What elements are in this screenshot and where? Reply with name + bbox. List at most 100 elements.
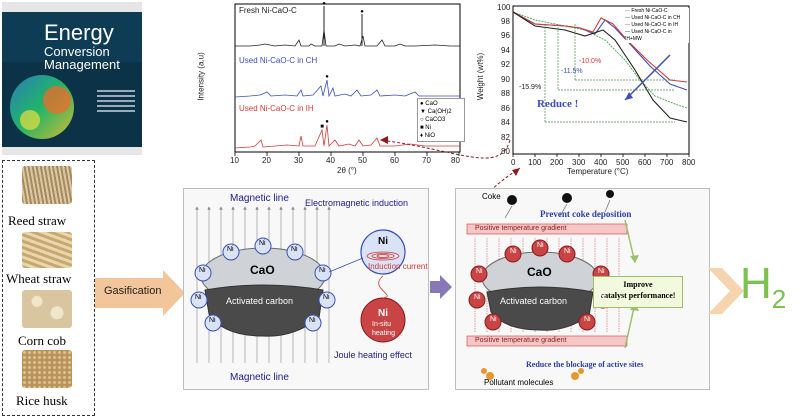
xrd-legend-ni: Ni xyxy=(425,125,431,131)
tga-xtick-0: 0 xyxy=(511,158,516,167)
tga-ytick-86: 86 xyxy=(501,104,510,113)
tga-series-ih xyxy=(512,11,688,83)
gradient-bottom-label: Positive temperature gradient xyxy=(475,337,567,344)
gradient-top-label: Positive temperature gradient xyxy=(475,225,567,232)
mech-left-activated-carbon: Activated carbon xyxy=(226,296,294,306)
joule-ni-label: Ni xyxy=(378,308,388,319)
tga-xtick-100: 100 xyxy=(528,158,542,167)
tga-ytick-88: 88 xyxy=(501,89,510,98)
mech-right-cao: CaO xyxy=(527,265,552,279)
tga-legend-fresh: Fresh Ni-CaO-C xyxy=(631,8,668,14)
journal-title-line1: Energy xyxy=(44,20,114,45)
pollutant-label: Pollutant molecules xyxy=(484,378,554,387)
xrd-legend-caco3: CaCO3 xyxy=(425,117,446,123)
in-situ-label-1: In-situ xyxy=(372,321,392,328)
ni-left-8: Ni xyxy=(209,317,216,324)
coke-label: Coke xyxy=(482,192,501,201)
tga-annotation-10: -10.0% xyxy=(579,58,602,65)
electromagnetic-induction-label: Electromagnetic induction xyxy=(305,198,409,208)
tga-annotation-15-9: -15.9% xyxy=(519,84,542,91)
tga-ytick-96: 96 xyxy=(501,31,510,40)
feedstock-reed-image xyxy=(22,166,72,204)
ni-left-4: Ni xyxy=(199,267,206,274)
xrd-series-label-ih: Used Ni-CaO-C in IH xyxy=(239,104,314,113)
svg-text:■: ■ xyxy=(320,124,324,130)
tga-xtick-700: 700 xyxy=(660,158,674,167)
process-arrow xyxy=(430,275,452,299)
ni-left-1: Ni xyxy=(227,246,234,253)
svg-text:●: ● xyxy=(322,1,326,7)
journal-title-line3: Management xyxy=(44,57,120,72)
xrd-series-fresh xyxy=(235,29,460,47)
ni-right-5: Ni xyxy=(598,268,605,275)
feedstock-rice-image xyxy=(22,350,72,388)
tga-xtick-800: 800 xyxy=(682,158,696,167)
xrd-xlabel: 2θ (°) xyxy=(337,166,357,175)
tga-xlabel: Temperature (°C) xyxy=(567,167,629,176)
xrd-xtick-10: 10 xyxy=(230,156,239,165)
magnetic-line-bottom: Magnetic line xyxy=(230,372,289,383)
mech-left-cao: CaO xyxy=(250,263,275,277)
ni-right-9: Ni xyxy=(584,316,591,323)
tga-annotation-11-5: -11.5% xyxy=(561,68,583,75)
tga-ytick-98: 98 xyxy=(501,17,510,26)
ni-right-2: Ni xyxy=(537,242,544,249)
tga-ytick-80: 80 xyxy=(501,147,510,156)
feedstock-label-corn: Corn cob xyxy=(18,333,67,348)
improve-line1: Improve xyxy=(623,280,653,289)
improve-line2: catalyst performance! xyxy=(600,291,676,300)
svg-text:●: ● xyxy=(360,9,364,15)
xrd-legend-caoh2: Ca(OH)2 xyxy=(427,109,452,115)
svg-text:●: ● xyxy=(325,74,329,80)
h2-product-label: H2 xyxy=(740,262,786,321)
xrd-legend-nio: NiO xyxy=(424,133,436,139)
mech-right-activated-carbon: Activated carbon xyxy=(500,296,568,306)
mech-left-ni-zoom: Ni xyxy=(378,236,388,247)
xrd-xtick-40: 40 xyxy=(326,156,335,165)
reduce-blockage-label: Reduce the blockage of active sites xyxy=(526,360,644,369)
journal-title-line2: Conversion xyxy=(44,44,110,59)
feedstock-corn-image xyxy=(22,290,72,328)
xrd-xtick-70: 70 xyxy=(422,156,431,165)
feedstock-label-reed: Reed straw xyxy=(8,213,67,228)
tga-reduce-label: Reduce ! xyxy=(537,98,579,110)
svg-text:●: ● xyxy=(325,119,329,125)
ni-left-3: Ni xyxy=(291,246,298,253)
ni-right-3: Ni xyxy=(564,248,571,255)
tga-legend-ch: Used Ni-CaO-C in CH xyxy=(631,15,681,21)
h2-subscript: 2 xyxy=(771,283,787,314)
tga-legend-ihmw: Used Ni-CaO-C in IH+MW xyxy=(625,29,672,42)
tga-xtick-600: 600 xyxy=(638,158,652,167)
ni-left-9: Ni xyxy=(309,317,316,324)
in-situ-label-2: heating xyxy=(372,330,395,337)
ni-right-6: Ni xyxy=(474,294,481,301)
xrd-legend: ● CaO ▼ Ca(OH)2 ○ CaCO3 ■ Ni ♦ NiO xyxy=(417,98,465,142)
tga-ytick-100: 100 xyxy=(497,3,511,12)
ni-right-8: Ni xyxy=(490,316,497,323)
tga-xtick-400: 400 xyxy=(594,158,608,167)
mechanism-left-graphic xyxy=(190,206,406,363)
xrd-legend-cao: CaO xyxy=(425,101,438,107)
ni-left-2: Ni xyxy=(259,240,266,247)
journal-cover: Energy Conversion Management xyxy=(2,2,142,155)
xrd-xtick-20: 20 xyxy=(262,156,271,165)
tga-series-ihmw xyxy=(512,11,688,123)
joule-heating-label: Joule heating effect xyxy=(334,350,412,360)
tga-ytick-90: 90 xyxy=(501,75,510,84)
xrd-series-ch xyxy=(234,79,460,98)
ni-left-5: Ni xyxy=(319,267,326,274)
ni-left-6: Ni xyxy=(195,294,202,301)
improve-box: Improve catalyst performance! xyxy=(593,276,683,308)
prevent-coke-label: Prevent coke deposition xyxy=(540,209,632,219)
xrd-series-label-ch: Used Ni-CaO-C in CH xyxy=(239,56,318,65)
feedstock-label-rice: Rice husk xyxy=(16,393,68,408)
xrd-xtick-50: 50 xyxy=(358,156,367,165)
induction-current-label: Induction current xyxy=(368,262,428,271)
xrd-xtick-60: 60 xyxy=(390,156,399,165)
h2-base: H xyxy=(740,259,772,308)
xrd-series-ih xyxy=(234,124,460,149)
feedstock-wheat-image xyxy=(22,232,72,268)
tga-xtick-500: 500 xyxy=(616,158,630,167)
tga-ytick-94: 94 xyxy=(501,46,510,55)
journal-cover-graphic xyxy=(2,62,142,147)
